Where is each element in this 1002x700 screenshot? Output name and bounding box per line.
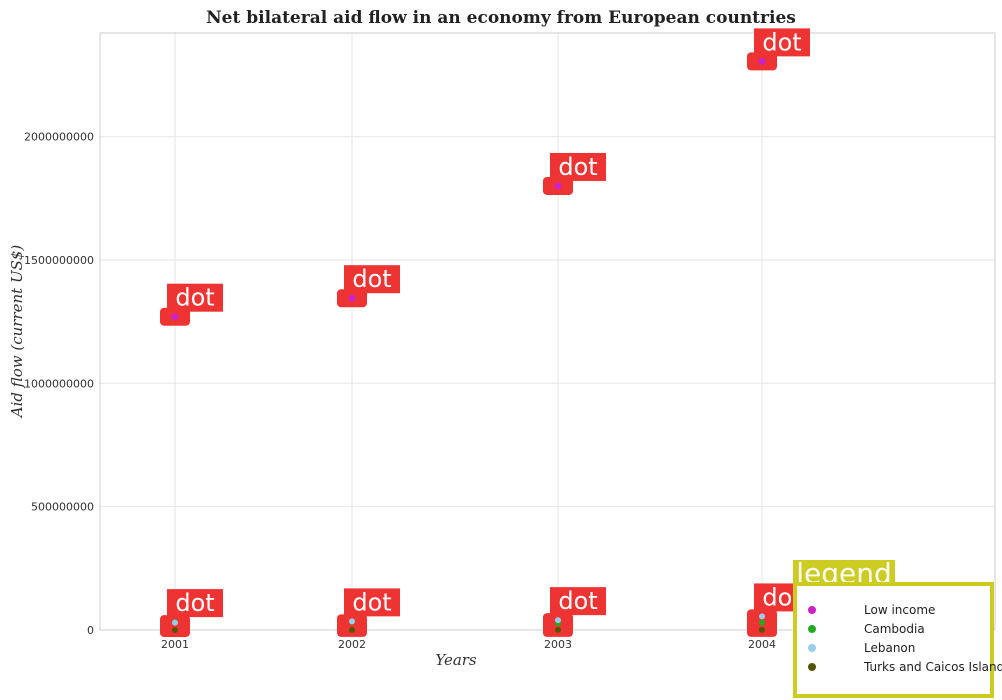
legend-item-lebanon-label: Lebanon (864, 641, 915, 655)
grid-lines (100, 33, 995, 631)
point-low-income (758, 57, 766, 65)
annotation-label: dot (352, 265, 391, 293)
chart-title: Net bilateral aid flow in an economy fro… (206, 8, 796, 28)
legend-item-turks-and-caicos-islands-label: Turks and Caicos Islands (863, 660, 1002, 674)
annotation-box (550, 152, 606, 181)
annotation-box (344, 265, 400, 294)
legend-box (793, 582, 994, 698)
point-turks-and-caicos-islands (759, 626, 765, 633)
legend-item-low-income-swatch (808, 606, 816, 614)
y-tick-label: 1000000000 (24, 377, 94, 390)
point-lebanon (172, 619, 178, 626)
annotation-box (167, 589, 223, 618)
x-tick-label: 2003 (544, 638, 572, 651)
point-cambodia (759, 619, 765, 626)
annotation-box (167, 283, 223, 312)
bottom-cluster-bg (160, 615, 190, 637)
axis-ticks: 0 500000000 1000000000 1500000000 2000000000… (24, 131, 776, 651)
legend-item-lebanon-swatch (808, 644, 816, 652)
point-turks-and-caicos-islands (349, 626, 355, 633)
point-low-income (348, 294, 356, 302)
point-lebanon (555, 617, 561, 624)
x-tick-label: 2002 (338, 638, 366, 651)
point-low-income (554, 182, 562, 190)
y-tick-label: 2000000000 (24, 131, 94, 144)
legend-item-cambodia-label: Cambodia (864, 622, 925, 636)
point-lebanon (759, 613, 765, 620)
legend-item-low-income-label: Low income (864, 603, 935, 617)
annotation-label: dot (352, 588, 391, 616)
y-tick-label: 500000000 (31, 501, 94, 514)
x-tick-label: 2001 (161, 638, 189, 651)
point-turks-and-caicos-islands (555, 626, 561, 633)
y-tick-label: 0 (87, 624, 94, 637)
legend-item-cambodia-swatch (808, 625, 816, 633)
annotation-label: dot (558, 153, 597, 181)
annotation-box (344, 588, 400, 617)
annotation-label: dot (762, 28, 801, 56)
legend-item-turks-and-caicos-islands-swatch (808, 663, 816, 671)
x-tick-label: 2004 (748, 638, 776, 651)
y-tick-label: 1500000000 (24, 254, 94, 267)
y-axis-title: Aid flow (current US$) (8, 245, 26, 420)
point-lebanon (349, 618, 355, 625)
plot-area-frame (99, 32, 996, 631)
annotation-label: dot (175, 589, 214, 617)
annotation-box (754, 28, 810, 57)
bottom-cluster-bg (337, 614, 367, 637)
point-low-income (171, 313, 179, 321)
annotation-label: dot (175, 284, 214, 312)
x-axis-title: Years (435, 651, 477, 669)
annotation-label: dot (558, 587, 597, 615)
point-turks-and-caicos-islands (172, 626, 178, 633)
annotation-box (550, 587, 606, 616)
